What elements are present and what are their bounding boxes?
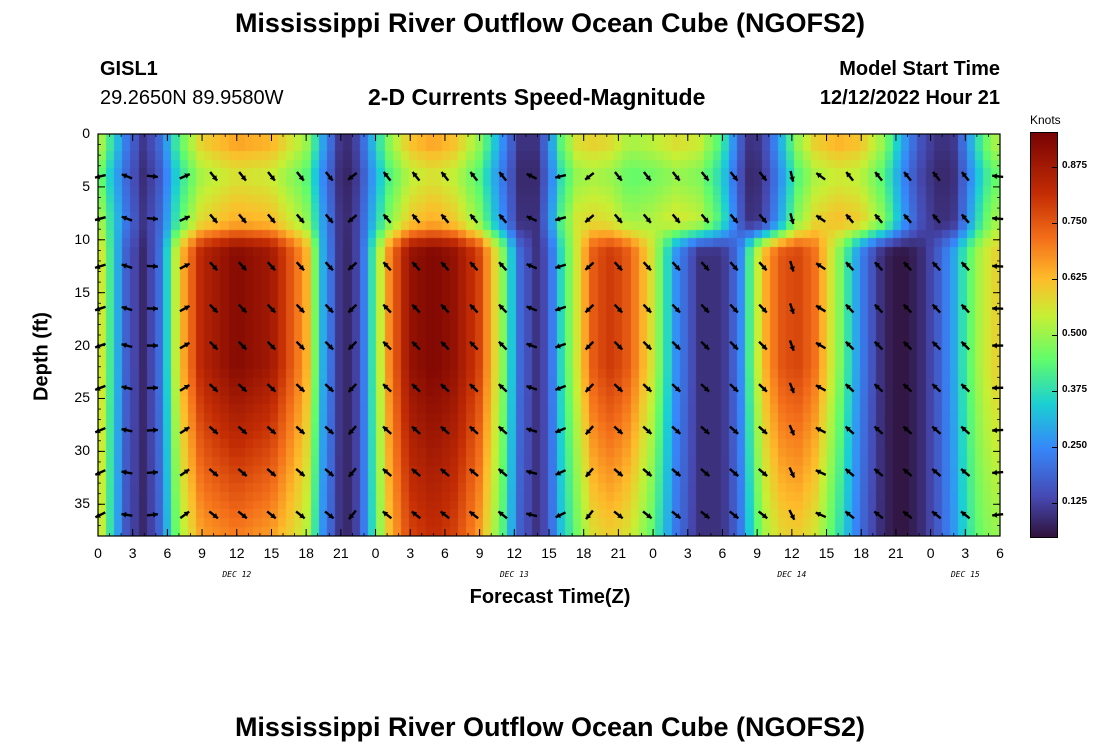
x-tick-label: 21	[333, 545, 349, 561]
y-tick-label: 25	[74, 389, 90, 406]
station-id: GISL1	[100, 58, 158, 80]
x-tick-label: 0	[371, 545, 380, 561]
x-tick-label: 9	[198, 545, 206, 561]
colorbar-tick-mark	[1052, 447, 1058, 449]
colorbar-tick-label: 0.375	[1062, 384, 1088, 396]
colorbar-tick-mark	[1052, 391, 1058, 393]
x-tick-label: 9	[753, 545, 762, 561]
colorbar-tick-mark	[1052, 222, 1058, 224]
x-tick-label: 6	[163, 545, 172, 561]
colorbar-tick-label: 0.500	[1062, 328, 1088, 339]
day-label: DEC 14	[777, 570, 807, 579]
colorbar-tick-mark	[1052, 503, 1058, 505]
chart-title-bottom: Mississippi River Outflow Ocean Cube (NG…	[234, 712, 866, 742]
day-label: DEC 12	[222, 570, 252, 579]
x-tick-label: 0	[94, 545, 102, 561]
speed-heatmap	[98, 134, 1000, 536]
x-tick-label: 0	[926, 545, 935, 561]
chart-subtitle: 2-D Currents Speed-Magnitude	[368, 84, 706, 110]
x-tick-label: 0	[649, 545, 657, 561]
y-tick-label: 5	[82, 177, 90, 194]
chart-title-top: Mississippi River Outflow Ocean Cube (NG…	[234, 8, 866, 38]
colorbar-tick-label: 0.125	[1062, 496, 1088, 508]
x-tick-label: 15	[263, 545, 280, 561]
x-tick-label: 3	[406, 545, 415, 561]
x-tick-label: 9	[475, 545, 484, 561]
x-tick-label: 21	[888, 545, 904, 561]
day-label: DEC 15	[950, 570, 980, 579]
colorbar-tick-label: 0.750	[1062, 215, 1088, 227]
x-tick-label: 18	[298, 545, 314, 561]
x-tick-label: 21	[610, 545, 627, 561]
model-start-label: Model Start Time	[839, 58, 1000, 80]
x-tick-label: 6	[996, 545, 1004, 561]
y-tick-label: 15	[74, 283, 90, 300]
x-tick-label: 18	[575, 545, 592, 561]
y-axis-title: Depth (ft)	[30, 312, 53, 401]
colorbar-tick-mark	[1052, 166, 1058, 168]
y-tick-label: 30	[74, 442, 90, 459]
x-tick-label: 12	[228, 545, 245, 561]
y-tick-label: 20	[74, 336, 90, 353]
y-tick-label: 10	[74, 230, 90, 247]
day-label: DEC 13	[499, 570, 529, 579]
colorbar-tick-label: 0.875	[1062, 159, 1088, 171]
station-coords: 29.2650N 89.9580W	[100, 87, 284, 109]
colorbar-tick-mark	[1052, 335, 1058, 336]
colorbar-unit: Knots	[1030, 113, 1061, 127]
x-tick-label: 6	[441, 545, 449, 561]
x-tick-label: 3	[961, 545, 970, 561]
x-tick-label: 12	[784, 545, 800, 561]
y-tick-label: 0	[82, 125, 90, 141]
colorbar-tick-label: 0.250	[1062, 440, 1088, 452]
x-tick-label: 12	[506, 545, 523, 561]
x-tick-label: 15	[818, 545, 835, 561]
x-tick-label: 3	[128, 545, 137, 561]
x-tick-label: 3	[683, 545, 692, 561]
x-tick-label: 15	[541, 545, 557, 561]
x-tick-label: 6	[718, 545, 727, 561]
colorbar-tick-label: 0.625	[1062, 271, 1088, 283]
x-axis-title: Forecast Time(Z)	[469, 586, 631, 608]
y-tick-label: 35	[74, 495, 90, 512]
colorbar-tick-mark	[1052, 278, 1058, 280]
x-tick-label: 18	[853, 545, 869, 561]
model-start-value: 12/12/2022 Hour 21	[819, 87, 1000, 109]
